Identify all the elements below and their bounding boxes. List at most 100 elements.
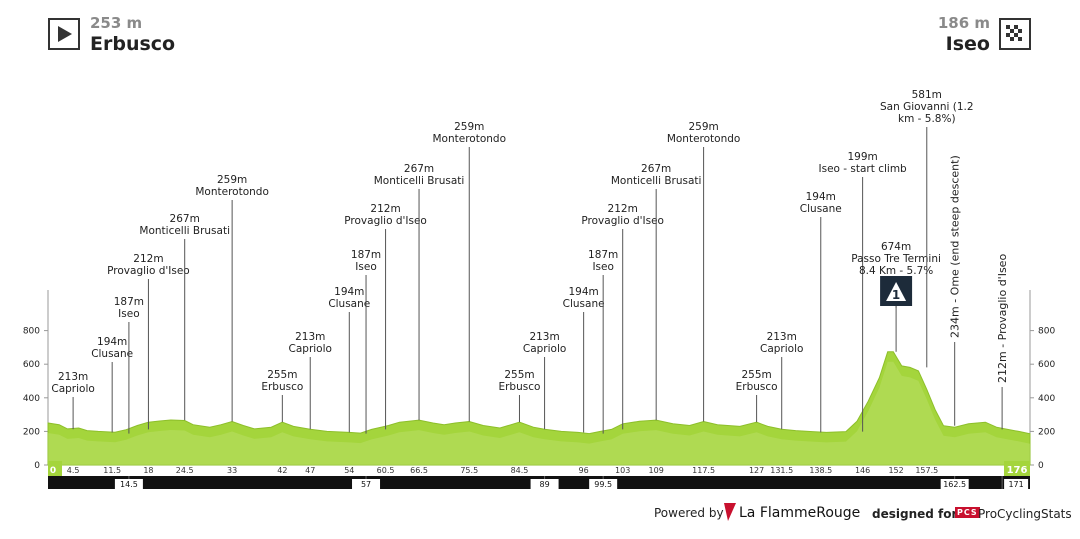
waypoint-name-label: 8.4 Km - 5.7% xyxy=(859,265,933,277)
distance-tick-label: 157.5 xyxy=(915,466,938,475)
waypoint-name-label: Clusane xyxy=(91,348,133,360)
distance-tick-label: 47 xyxy=(305,466,315,475)
start-km-label: 0 xyxy=(50,466,56,476)
finish-km-label: 176 xyxy=(1007,465,1028,476)
waypoint-name-label: Monticelli Brusati xyxy=(139,225,230,237)
waypoint-name-label: Monticelli Brusati xyxy=(374,175,465,187)
la-flamme-rouge-brand: La FlammeRouge xyxy=(739,505,861,521)
waypoint-name-label: Clusane xyxy=(800,203,842,215)
distance-tick-label: 146 xyxy=(855,466,870,475)
distance-tick-label: 11.5 xyxy=(103,466,121,475)
waypoint-name-label: Iseo - start climb xyxy=(819,163,908,175)
bar-tick-label: 171 xyxy=(1008,480,1023,489)
waypoint-name-label: Erbusco xyxy=(261,381,303,393)
distance-tick-label: 117.5 xyxy=(692,466,715,475)
finish-elevation: 186 m xyxy=(937,14,990,32)
climb-category-number: 1 xyxy=(892,288,900,302)
waypoint-elevation-label: 213m xyxy=(767,331,797,343)
distance-tick-label: 138.5 xyxy=(809,466,832,475)
start-km-box xyxy=(48,461,62,477)
waypoint-elevation-label: 255m xyxy=(504,369,534,381)
y-tick-label-right: 0 xyxy=(1038,461,1044,471)
waypoint-name-label: Capriolo xyxy=(289,343,332,355)
distance-tick-label: 109 xyxy=(649,466,664,475)
waypoint-elevation-label: 194m xyxy=(97,336,127,348)
distance-tick-label: 152 xyxy=(888,466,903,475)
finish-name: Iseo xyxy=(945,33,990,55)
finish-flag-icon xyxy=(999,18,1031,50)
waypoint-name-label: Iseo xyxy=(118,308,139,320)
waypoint-name-label: Monticelli Brusati xyxy=(611,175,702,187)
bar-tick-label: 14.5 xyxy=(120,480,138,489)
waypoint-name-label: Provaglio d'Iseo xyxy=(344,215,427,227)
powered-by-label: Powered by xyxy=(654,506,724,520)
bar-tick-label: 162.5 xyxy=(943,480,966,489)
bar-tick-box xyxy=(940,479,969,489)
waypoint-elevation-label: 194m xyxy=(334,286,364,298)
distance-tick-label: 60.5 xyxy=(377,466,395,475)
bar-tick-box xyxy=(114,479,143,489)
waypoint-name-label: Passo Tre Termini xyxy=(851,253,941,265)
waypoint-vertical-label: 212m - Provaglio d'Iseo xyxy=(996,254,1009,383)
start-flag-icon xyxy=(48,18,80,50)
pcs-logo-icon: PCS xyxy=(955,507,980,518)
waypoint-name-label: Monterotondo xyxy=(667,133,741,145)
waypoint-name-label: Capriolo xyxy=(51,383,94,395)
distance-tick-label: 103 xyxy=(615,466,630,475)
waypoint-elevation-label: 187m xyxy=(114,296,144,308)
distance-tick-label: 54 xyxy=(344,466,354,475)
distance-tick-label: 84.5 xyxy=(511,466,529,475)
finish-km-box xyxy=(1004,461,1030,477)
bar-tick-box xyxy=(530,479,559,489)
bar-tick-label: 57 xyxy=(361,480,371,489)
waypoint-vertical-label: 234m - Ome (end steep descent) xyxy=(949,155,962,338)
y-tick-label-left: 600 xyxy=(23,360,40,370)
bar-tick-label: 89 xyxy=(539,480,549,489)
waypoint-name-label: Capriolo xyxy=(523,343,566,355)
waypoint-elevation-label: 674m xyxy=(881,241,911,253)
waypoint-elevation-label: 212m xyxy=(370,203,400,215)
waypoint-elevation-label: 581m xyxy=(912,89,942,101)
waypoint-elevation-label: 187m xyxy=(351,249,381,261)
waypoint-elevation-label: 255m xyxy=(741,369,771,381)
waypoint-elevation-label: 194m xyxy=(568,286,598,298)
waypoint-name-label: Monterotondo xyxy=(432,133,506,145)
y-tick-label-left: 400 xyxy=(23,394,40,404)
distance-tick-label: 127 xyxy=(749,466,764,475)
distance-tick-label: 24.5 xyxy=(176,466,194,475)
designed-for-label: designed for xyxy=(872,507,958,521)
waypoint-name-label: Clusane xyxy=(328,298,370,310)
waypoint-name-label: Iseo xyxy=(355,261,376,273)
y-tick-label-right: 600 xyxy=(1038,360,1055,370)
distance-tick-label: 96 xyxy=(579,466,589,475)
distance-tick-label: 4.5 xyxy=(67,466,80,475)
procyclingstats-label: ProCyclingStats xyxy=(978,507,1072,521)
waypoint-elevation-label: 267m xyxy=(170,213,200,225)
waypoint-elevation-label: 194m xyxy=(806,191,836,203)
bar-tick-box xyxy=(352,479,381,489)
y-tick-label-left: 200 xyxy=(23,427,40,437)
flamme-rouge-logo-icon xyxy=(722,503,736,526)
bar-tick-label: 99.5 xyxy=(594,480,612,489)
waypoint-elevation-label: 213m xyxy=(529,331,559,343)
waypoint-elevation-label: 187m xyxy=(588,249,618,261)
distance-tick-label: 75.5 xyxy=(460,466,478,475)
distance-tick-label: 131.5 xyxy=(770,466,793,475)
bar-tick-box xyxy=(1004,479,1029,489)
waypoint-name-label: Iseo xyxy=(592,261,613,273)
waypoint-name-label: Erbusco xyxy=(736,381,778,393)
start-elevation: 253 m xyxy=(90,14,143,32)
start-name: Erbusco xyxy=(90,33,176,55)
y-tick-label-left: 800 xyxy=(23,327,40,337)
y-tick-label-right: 200 xyxy=(1038,427,1055,437)
waypoint-name-label: Clusane xyxy=(563,298,605,310)
y-tick-label-right: 800 xyxy=(1038,327,1055,337)
waypoint-elevation-label: 259m xyxy=(217,174,247,186)
waypoint-elevation-label: 259m xyxy=(688,121,718,133)
waypoint-elevation-label: 267m xyxy=(404,163,434,175)
climb-category-triangle xyxy=(886,282,907,301)
distance-tick-label: 66.5 xyxy=(410,466,428,475)
waypoint-elevation-label: 212m xyxy=(608,203,638,215)
waypoint-name-label: Monterotondo xyxy=(195,186,269,198)
